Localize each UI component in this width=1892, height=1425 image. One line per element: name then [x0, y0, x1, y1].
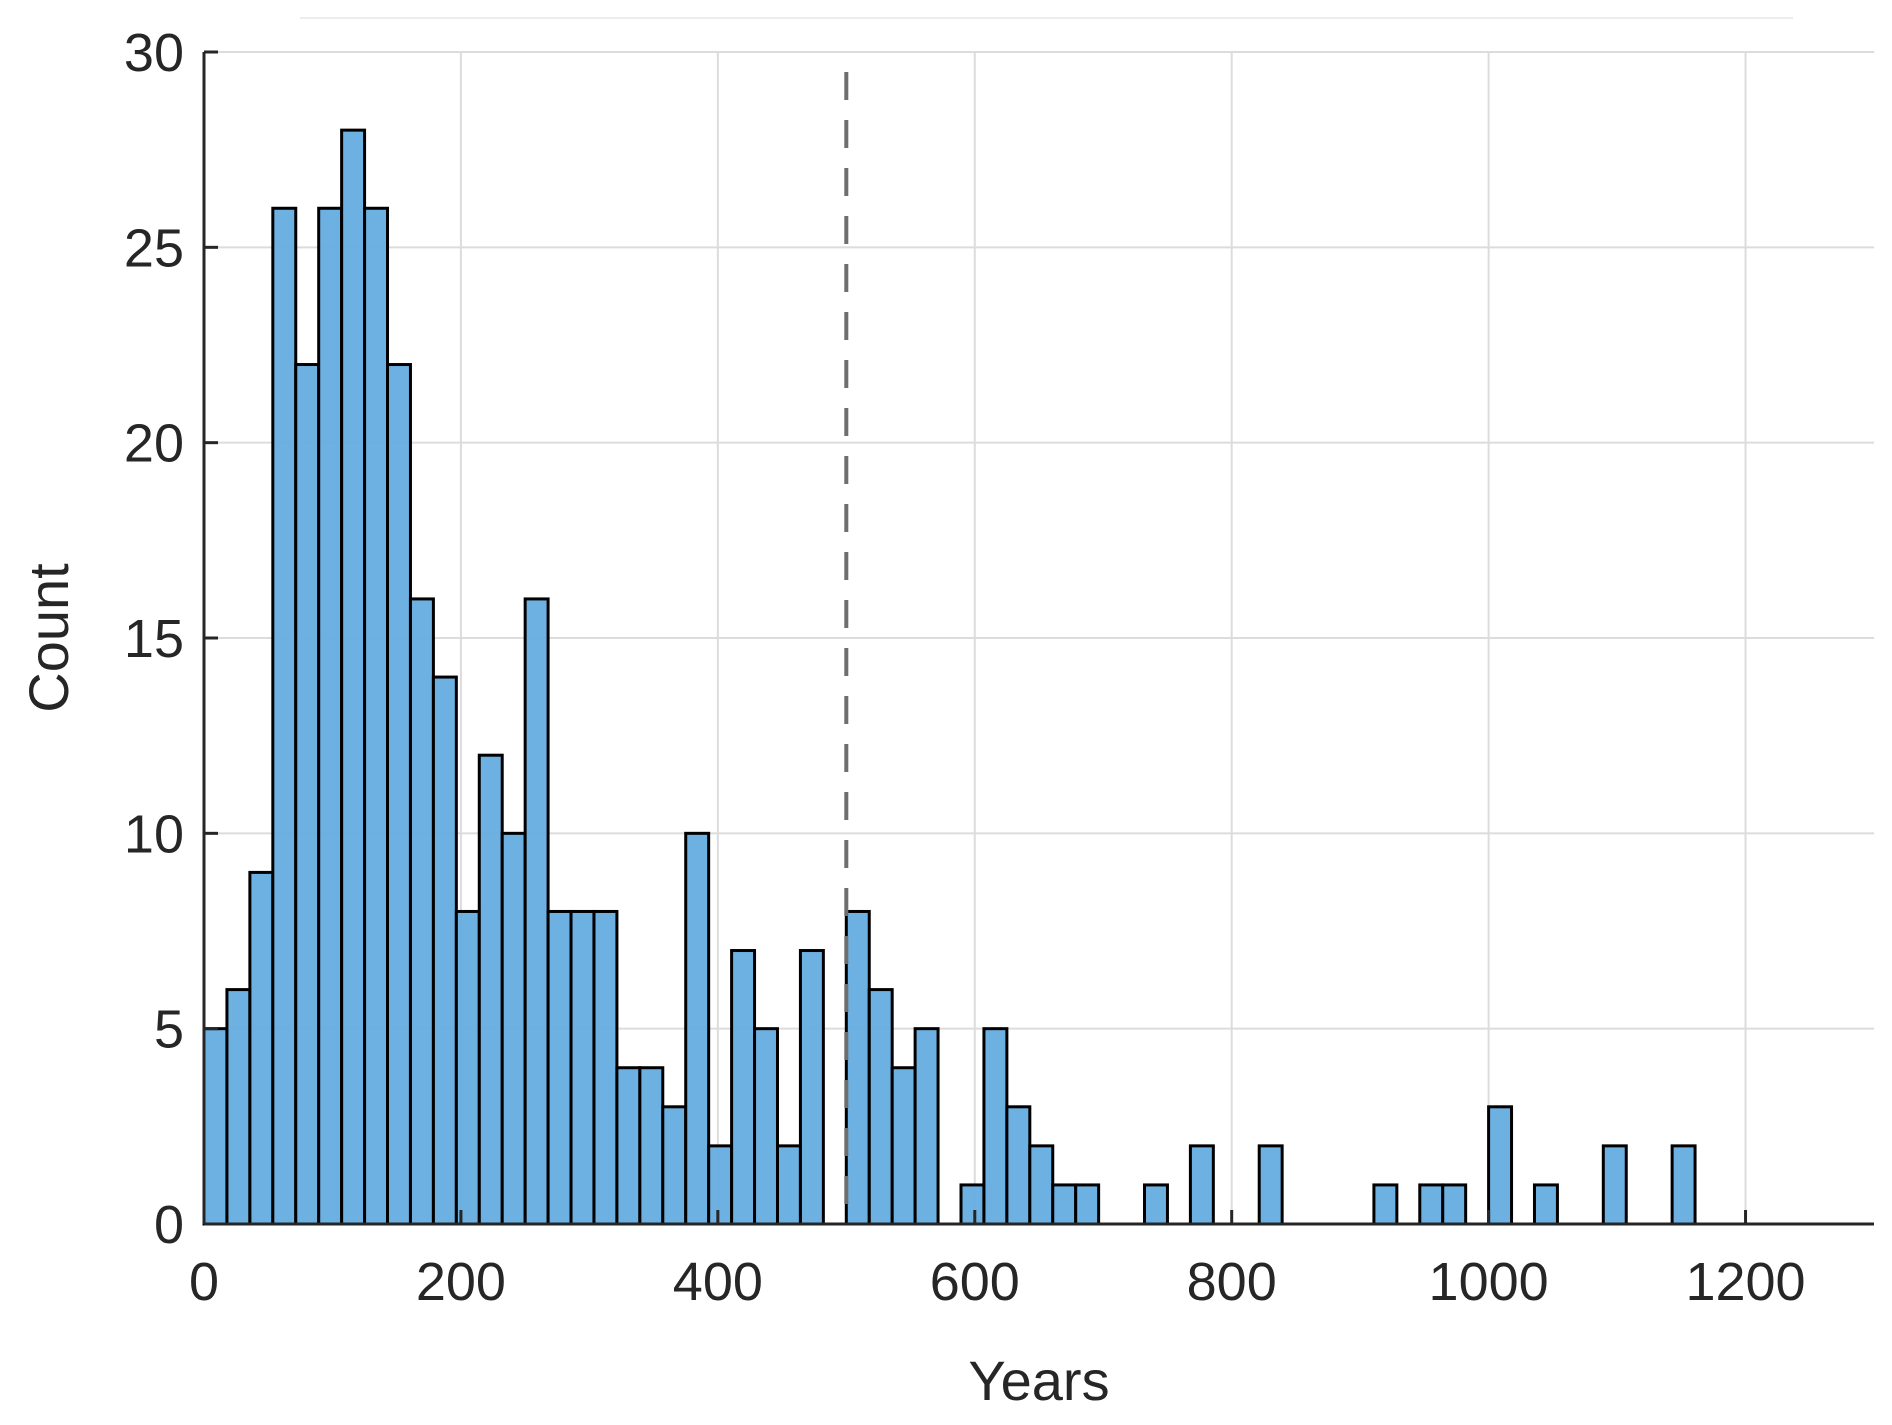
- histogram-bar: [225, 988, 252, 1226]
- histogram-bar: [1441, 1183, 1468, 1226]
- histogram-bar: [1143, 1183, 1169, 1226]
- histogram-bar: [408, 597, 435, 1226]
- histogram-bar: [271, 206, 298, 1226]
- histogram-bar: [959, 1183, 986, 1226]
- histogram-bar: [1257, 1144, 1284, 1226]
- histogram-bar: [1005, 1105, 1032, 1226]
- histogram-bar: [477, 753, 504, 1226]
- histogram-bar: [1418, 1183, 1445, 1226]
- histogram-bar: [844, 909, 871, 1226]
- x-tick-label: 600: [930, 1252, 1020, 1312]
- histogram-bar: [753, 1027, 779, 1226]
- histogram-bar: [569, 909, 596, 1226]
- axes: [202, 50, 1874, 1226]
- histogram-bar: [982, 1027, 1009, 1226]
- x-axis-label: Years: [968, 1349, 1109, 1412]
- y-tick-label: 10: [124, 804, 184, 864]
- tick-labels: 0 5 10 15 20 25 30 0 200 400 600 800 1000 1200: [124, 23, 1806, 1312]
- histogram-bar: [798, 949, 825, 1226]
- x-tick-label: 200: [416, 1252, 506, 1312]
- histogram-bar: [363, 206, 390, 1226]
- y-tick-label: 0: [154, 1195, 184, 1255]
- histogram-bar: [1188, 1144, 1215, 1226]
- y-tick-label: 15: [124, 609, 184, 669]
- histogram-bar: [615, 1066, 642, 1226]
- histogram-bar: [340, 128, 367, 1226]
- histogram-bar: [592, 909, 619, 1226]
- histogram-bar: [730, 949, 757, 1226]
- histogram-bar: [890, 1066, 917, 1226]
- histogram-bar: [202, 1027, 229, 1226]
- histogram-bar: [913, 1027, 940, 1226]
- y-axis-label: Count: [17, 563, 80, 713]
- x-tick-label: 400: [673, 1252, 763, 1312]
- histogram-bar: [1532, 1183, 1559, 1226]
- histogram-bar: [638, 1066, 665, 1226]
- y-tick-label: 20: [124, 414, 184, 474]
- histogram-bar: [1051, 1183, 1078, 1226]
- histogram-bar: [248, 870, 275, 1226]
- histogram-bar: [1372, 1183, 1399, 1226]
- y-tick-label: 30: [124, 23, 184, 83]
- histogram-bar: [294, 363, 321, 1226]
- histogram-bar: [431, 675, 458, 1226]
- histogram-bar: [684, 831, 711, 1226]
- histogram-bar: [1074, 1183, 1101, 1226]
- y-tick-label: 5: [154, 1000, 184, 1060]
- histogram-bar: [1670, 1144, 1697, 1226]
- histogram-bar: [1601, 1144, 1628, 1226]
- histogram-bar: [523, 597, 550, 1226]
- histogram-bar: [317, 206, 344, 1226]
- x-tick-label: 1200: [1685, 1252, 1805, 1312]
- histogram-bar: [546, 909, 573, 1226]
- x-tick-label: 800: [1187, 1252, 1277, 1312]
- histogram-bar: [1487, 1105, 1514, 1226]
- bars: [202, 128, 1697, 1226]
- histogram-bar: [454, 909, 481, 1226]
- histogram-bar: [386, 363, 412, 1226]
- histogram-bar: [707, 1144, 734, 1226]
- histogram-bar: [867, 988, 894, 1226]
- histogram-bar: [1028, 1144, 1055, 1226]
- histogram-bar: [775, 1144, 802, 1226]
- x-tick-label: 1000: [1429, 1252, 1549, 1312]
- y-tick-label: 25: [124, 218, 184, 278]
- histogram-bar: [661, 1105, 688, 1226]
- histogram-bar: [500, 831, 527, 1226]
- x-tick-label: 0: [189, 1252, 219, 1312]
